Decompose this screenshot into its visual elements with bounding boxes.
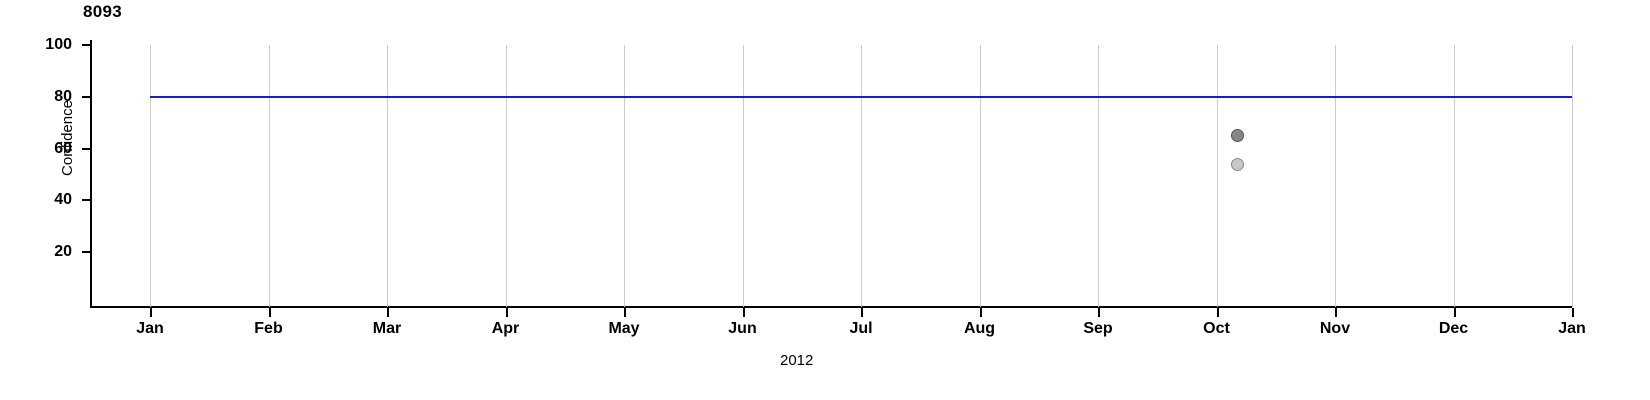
gridline-dec-11: [1453, 45, 1455, 307]
x-tick-label-3-apr: Apr: [491, 320, 520, 337]
gridline-jan-0: [150, 45, 151, 307]
chart-title: 8093: [83, 2, 123, 21]
x-tick-label-4-may: May: [608, 320, 640, 337]
y-tick-40: [82, 199, 90, 202]
y-tick-100: [82, 44, 90, 46]
gridline-may-4: [624, 45, 625, 307]
x-tick-1: [268, 308, 271, 317]
x-tick-0: [150, 308, 152, 317]
gridline-jun-5: [742, 45, 744, 307]
x-axis-title: 2012: [780, 352, 814, 369]
gridline-apr-3: [505, 45, 507, 307]
x-tick-7: [979, 308, 982, 317]
gridline-jul-6: [861, 45, 862, 307]
x-tick-6: [861, 308, 863, 317]
gridline-aug-7: [979, 45, 981, 307]
y-tick-label-20: 20: [54, 243, 72, 260]
x-tick-label-12-jan: Jan: [1558, 320, 1586, 337]
x-tick-4: [624, 308, 626, 317]
gridline-sep-8: [1098, 45, 1099, 307]
gridline-mar-2: [387, 45, 388, 307]
gridline-nov-10: [1335, 45, 1336, 307]
y-tick-80: [82, 95, 90, 98]
data-point-0[interactable]: [1231, 129, 1245, 143]
x-tick-11: [1453, 308, 1456, 317]
x-tick-label-6-jul: Jul: [849, 320, 873, 337]
y-tick-label-60: 60: [54, 139, 72, 157]
x-tick-5: [742, 308, 745, 317]
x-axis-line: [90, 306, 1572, 308]
x-tick-label-8-sep: Sep: [1083, 320, 1113, 337]
x-tick-9: [1216, 308, 1219, 317]
x-tick-3: [505, 308, 508, 317]
data-point-1[interactable]: [1231, 157, 1245, 171]
y-tick-label-80: 80: [54, 87, 72, 105]
x-tick-2: [387, 308, 389, 317]
x-tick-label-2-mar: Mar: [372, 320, 402, 337]
gridline-jan-12: [1572, 45, 1573, 307]
x-tick-12: [1572, 308, 1574, 317]
x-tick-label-9-oct: Oct: [1203, 320, 1230, 337]
x-tick-label-10-nov: Nov: [1319, 320, 1351, 337]
x-tick-label-7-aug: Aug: [963, 320, 996, 337]
y-tick-label-100: 100: [45, 36, 72, 53]
y-tick-label-40: 40: [54, 191, 72, 209]
y-axis-line: [90, 40, 92, 308]
threshold-line: [150, 95, 1572, 98]
y-tick-60: [82, 147, 90, 150]
x-tick-label-0-jan: Jan: [136, 320, 164, 337]
x-tick-label-5-jun: Jun: [728, 320, 757, 337]
gridline-feb-1: [268, 45, 270, 307]
x-tick-label-1-feb: Feb: [254, 320, 283, 337]
y-tick-20: [82, 251, 90, 253]
gridline-oct-9: [1216, 45, 1218, 307]
x-tick-8: [1098, 308, 1100, 317]
x-tick-10: [1335, 308, 1337, 317]
x-tick-label-11-dec: Dec: [1438, 320, 1469, 337]
